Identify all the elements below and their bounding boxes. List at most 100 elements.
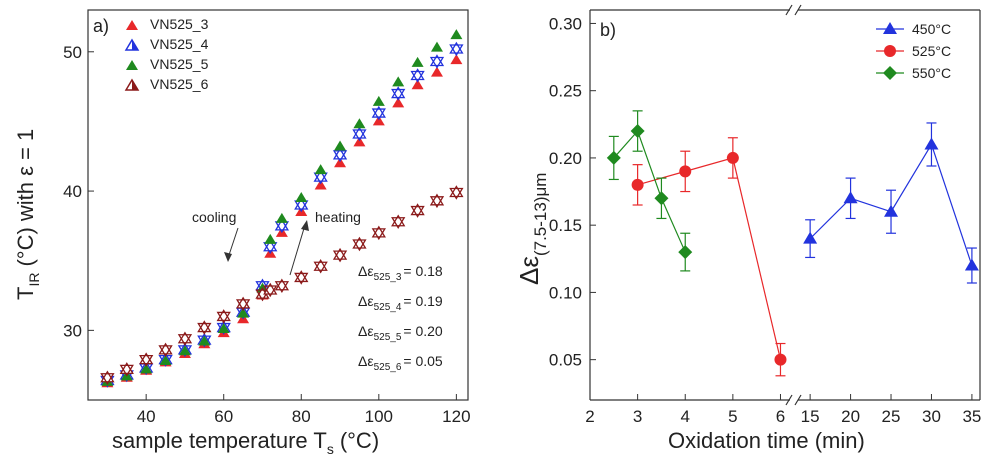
data-point-outline [429, 196, 445, 209]
panel-b-y-axis-label: Δε(7.5-13)μm [514, 173, 550, 285]
legend-label-vn525-3: VN525_3 [150, 16, 209, 32]
data-point [372, 95, 385, 106]
legend-marker-vn525-4 [124, 38, 140, 51]
data-point-outline [263, 285, 278, 298]
heating-arrow [289, 224, 306, 276]
data-point [392, 76, 405, 87]
data-point [430, 66, 443, 77]
data-point [924, 137, 939, 150]
data-point-outline [313, 261, 328, 274]
data-point-outline [177, 334, 193, 346]
panel-a-x-tick-label: 60 [214, 407, 233, 426]
panel-b-y-tick-label: 0.20 [549, 149, 582, 168]
data-point [430, 41, 443, 52]
panel-b-x-tick-label: 30 [922, 407, 941, 426]
legend-label-525: 525°C [912, 43, 951, 59]
data-point-outline [255, 289, 270, 302]
data-point [264, 233, 277, 244]
data-point [334, 157, 347, 168]
cooling-arrow-head [224, 252, 232, 262]
data-point [275, 212, 288, 223]
panel-b-axis-ticks: 2 3 4 5 6 15 20 25 30 35 0.05 0.10 0.15 0.20 0.25 0.30 [549, 14, 981, 426]
data-point-outline [332, 150, 348, 163]
annotation-delta-4: Δε525_6 = 0.05 [358, 353, 443, 373]
data-point [964, 258, 979, 271]
data-point [678, 245, 693, 260]
panel-a-y-tick-label: 30 [63, 321, 82, 340]
legend-label-vn525-4: VN525_4 [150, 36, 209, 52]
data-point-outline [197, 322, 212, 335]
panel-b-x-tick-label: 4 [681, 407, 690, 426]
data-point [411, 56, 424, 67]
data-point [631, 178, 644, 191]
panel-b: b) 2 3 4 5 6 15 20 25 30 35 0.05 0.10 0.15 0.20 0.25 0.… [514, 4, 981, 453]
panel-a-x-tick-label: 100 [365, 407, 393, 426]
panel-b-x-axis-label: Oxidation time (min) [668, 428, 865, 453]
svg-text:Δε525_5= 0.20: Δε525_5 = 0.20 [358, 323, 443, 343]
panel-a-axis-ticks: 40 60 80 100 120 30 40 50 [63, 43, 470, 426]
data-point [726, 151, 739, 164]
data-point-outline [371, 108, 386, 121]
legend-label-450: 450°C [912, 21, 951, 37]
panel-a-x-tick-label: 40 [137, 407, 156, 426]
data-point [450, 29, 463, 40]
data-point [314, 164, 327, 175]
panel-a-series [100, 29, 464, 388]
data-point [198, 335, 211, 346]
panel-a-x-tick-label: 120 [442, 407, 470, 426]
panel-a-y-tick-label: 50 [63, 43, 82, 62]
panel-b-y-tick-label: 0.15 [549, 216, 582, 235]
data-point-outline [294, 272, 309, 285]
data-point-outline [274, 281, 290, 294]
data-point [679, 165, 692, 178]
data-point-outline [429, 56, 445, 69]
panel-a-frame [87, 9, 469, 401]
svg-text:Δε525_4= 0.19: Δε525_4 = 0.19 [358, 293, 443, 313]
legend-label-vn525-5: VN525_5 [150, 56, 209, 72]
axis-break-bottom [785, 394, 802, 406]
data-point [334, 140, 347, 151]
data-point [314, 179, 327, 190]
axis-break-top [785, 4, 802, 16]
panel-a-y-tick-label: 40 [63, 182, 82, 201]
data-point [450, 54, 463, 65]
data-point-outline [449, 187, 464, 200]
data-point-outline [216, 311, 231, 324]
data-point-outline [332, 250, 348, 263]
data-point-outline [371, 228, 386, 241]
data-point [372, 115, 385, 126]
heating-arrow-head [301, 220, 309, 231]
legend-marker-450 [883, 22, 897, 34]
data-point [654, 191, 669, 206]
panel-a-legend: VN525_3 VN525_4 VN525_5 VN525_6 [124, 16, 209, 92]
panel-a-x-axis-label: sample temperature Ts (°C) [112, 428, 379, 457]
data-point [392, 97, 405, 108]
data-point [803, 231, 818, 244]
data-point [630, 124, 645, 139]
data-point [178, 345, 191, 356]
legend-marker-vn525-5 [126, 60, 138, 70]
panel-a: a) 40 60 80 100 120 30 40 50 VN525_3 VN525_4 VN… [13, 9, 471, 457]
panel-b-x-tick-label: 2 [585, 407, 594, 426]
panel-b-y-tick-label: 0.25 [549, 82, 582, 101]
data-point-outline [449, 44, 464, 57]
panel-a-label: a) [93, 16, 109, 36]
data-point [159, 355, 172, 365]
data-point-outline [139, 354, 154, 367]
data-point-outline [410, 70, 425, 83]
data-point [295, 192, 308, 203]
panel-b-y-tick-label: 0.10 [549, 283, 582, 302]
legend-label-vn525-6: VN525_6 [150, 76, 209, 92]
data-point [884, 204, 899, 217]
cooling-arrow [227, 227, 239, 259]
data-point [353, 118, 366, 129]
data-point-outline [410, 205, 425, 218]
legend-marker-vn525-6 [124, 78, 140, 91]
annotation-delta-3: Δε525_5 = 0.20 [358, 323, 443, 343]
annotation-delta-2: Δε525_4 = 0.19 [358, 293, 443, 313]
legend-marker-550 [883, 66, 897, 80]
panel-b-series [606, 110, 979, 377]
panel-b-y-tick-label: 0.05 [549, 351, 582, 370]
series-line [613, 129, 686, 253]
panel-b-x-tick-label: 20 [841, 407, 860, 426]
